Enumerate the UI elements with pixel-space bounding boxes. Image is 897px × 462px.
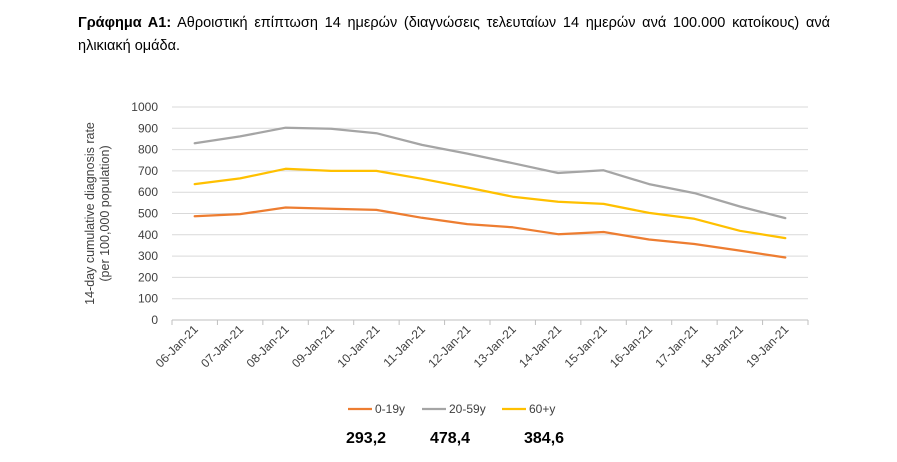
y-tick-label: 200 (138, 270, 158, 284)
y-tick-label: 400 (138, 228, 158, 242)
chart-heading: Γράφημα Α1: Αθροιστική επίπτωση 14 ημερώ… (78, 12, 830, 58)
x-tick-label: 14-Jan-21 (516, 322, 564, 370)
x-tick-label: 15-Jan-21 (562, 322, 610, 370)
y-tick-label: 800 (138, 143, 158, 157)
x-tick-label: 19-Jan-21 (743, 322, 791, 370)
figure-description: Αθροιστική επίπτωση 14 ημερών (διαγνώσει… (78, 15, 830, 54)
x-tick-label: 06-Jan-21 (153, 322, 201, 370)
x-tick-label: 08-Jan-21 (244, 322, 292, 370)
y-tick-label: 500 (138, 207, 158, 221)
y-tick-label: 1000 (131, 100, 158, 114)
series-line-0-19y (193, 206, 787, 259)
x-axis-ticks: 06-Jan-2107-Jan-2108-Jan-2109-Jan-2110-J… (153, 322, 792, 370)
chart-legend: 0-19y 20-59y 60+y (348, 402, 555, 416)
legend-label: 0-19y (375, 402, 405, 416)
final-value-20-59y: 478,4 (430, 430, 471, 447)
x-tick-label: 12-Jan-21 (425, 322, 473, 370)
x-tick-label: 16-Jan-21 (607, 322, 655, 370)
x-tick-label: 18-Jan-21 (698, 322, 746, 370)
legend-label: 20-59y (449, 402, 486, 416)
y-tick-label: 600 (138, 185, 158, 199)
legend-label: 60+y (529, 402, 555, 416)
x-tick-label: 11-Jan-21 (380, 322, 428, 370)
y-axis-title: 14-day cumulative diagnosis rate (per 100… (83, 122, 112, 305)
final-values-row: 293,2 478,4 384,6 (0, 430, 897, 454)
x-tick-label: 17-Jan-21 (652, 322, 700, 370)
series-line-60plusy (193, 167, 787, 240)
final-value-60plus: 384,6 (524, 430, 565, 447)
final-value-0-19y: 293,2 (346, 430, 387, 447)
y-tick-label: 900 (138, 121, 158, 135)
figure-label: Γράφημα Α1: (78, 15, 172, 31)
series-line-20-59y (193, 126, 787, 220)
y-tick-label: 100 (138, 292, 158, 306)
series-lines (193, 126, 787, 259)
y-tick-label: 300 (138, 249, 158, 263)
x-tick-label: 10-Jan-21 (334, 322, 382, 370)
y-tick-label: 0 (151, 313, 158, 327)
line-chart: 0 100 200 300 400 500 600 700 800 900 1000 06-Jan-… (83, 100, 809, 416)
y-axis-title-line: (per 100,000 population) (98, 145, 112, 281)
gridlines (171, 106, 809, 325)
y-axis-title-line: 14-day cumulative diagnosis rate (83, 122, 97, 305)
x-tick-label: 07-Jan-21 (198, 322, 246, 370)
y-tick-label: 700 (138, 164, 158, 178)
y-axis-ticks: 0 100 200 300 400 500 600 700 800 900 1000 (131, 100, 158, 327)
x-tick-label: 09-Jan-21 (289, 322, 337, 370)
x-tick-label: 13-Jan-21 (471, 322, 519, 370)
